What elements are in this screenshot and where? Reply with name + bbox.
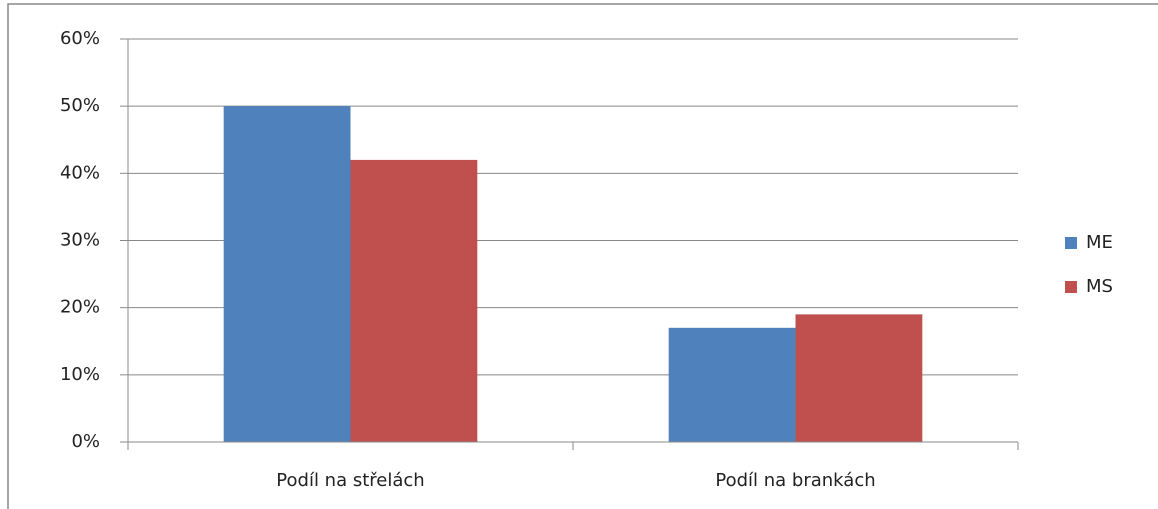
x-tick-label: Podíl na střelách: [276, 470, 424, 491]
y-tick-label: 40%: [60, 162, 100, 183]
y-tick-label: 30%: [60, 230, 100, 251]
x-tick-label: Podíl na brankách: [715, 470, 875, 491]
bar: [668, 327, 796, 442]
y-tick-label: 50%: [60, 95, 100, 116]
y-tick-label: 20%: [60, 297, 100, 318]
legend-label: ME: [1086, 232, 1113, 253]
legend-label: MS: [1086, 276, 1113, 297]
y-tick-label: 10%: [60, 364, 100, 385]
bar: [795, 314, 923, 442]
bar: [223, 106, 351, 443]
legend-swatch: [1065, 237, 1077, 249]
y-tick-label: 0%: [71, 431, 100, 452]
legend-swatch: [1065, 281, 1077, 293]
bar: [350, 159, 478, 442]
y-tick-label: 60%: [60, 28, 100, 49]
chart-frame: [7, 3, 1158, 509]
